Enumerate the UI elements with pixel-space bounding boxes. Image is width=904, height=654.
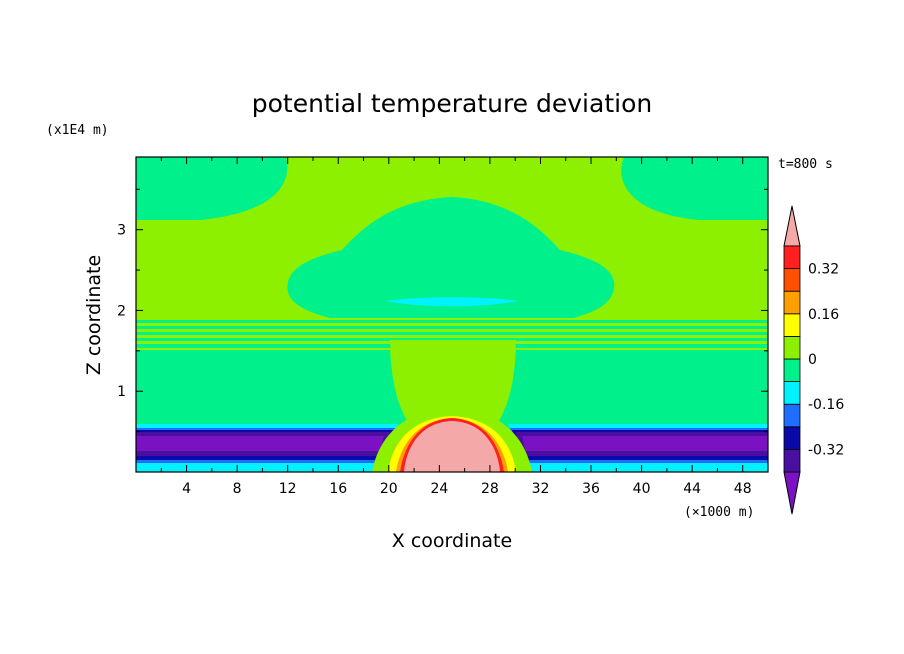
y-axis-title: Z coordinate	[83, 255, 105, 375]
y-tick-label: 1	[117, 384, 126, 400]
x-tick-label: 8	[233, 481, 242, 497]
colorbar-tick-label: -0.32	[808, 442, 844, 458]
colorbar-extend-low	[783, 471, 801, 515]
colorbar-extend-high	[783, 205, 801, 247]
x-tick-label: 36	[582, 481, 600, 497]
time-label: t=800 s	[778, 157, 833, 172]
x-tick-label: 44	[683, 481, 701, 497]
y-unit-label: (x1E4 m)	[46, 123, 109, 138]
x-tick-label: 48	[734, 481, 752, 497]
x-tick-label: 4	[182, 481, 191, 497]
band-1	[136, 320, 768, 323]
band-3	[136, 332, 768, 335]
colorbar-tick-label: -0.16	[808, 397, 844, 413]
x-axis-ticks: 4 8 12 16 20 24 28 32 36 40 44 48	[160, 157, 752, 497]
colorbar-segment	[783, 313, 801, 337]
band-4	[136, 338, 768, 341]
y-axis-ticks: 1 2 3	[117, 188, 768, 433]
colorbar-segment	[783, 290, 801, 315]
colorbar-tick-label: 0	[808, 352, 817, 368]
colorbar-tick-label: 0.16	[808, 307, 839, 323]
stem	[390, 340, 516, 426]
chart-title: potential temperature deviation	[252, 89, 652, 118]
y-tick-label: 2	[117, 303, 126, 319]
colorbar-segment	[783, 358, 801, 383]
cold-pool-left-purple	[136, 436, 384, 451]
x-tick-label: 40	[633, 481, 651, 497]
contour-field	[136, 157, 768, 472]
colorbar-segment	[783, 448, 801, 473]
colorbar-segment	[783, 245, 801, 270]
colorbar-segment	[783, 335, 801, 360]
colorbar-segment	[783, 381, 801, 405]
colorbar: 0.32 0.16 0 -0.16 -0.32	[783, 205, 844, 515]
corner-lobe-right	[621, 157, 768, 220]
x-tick-label: 28	[481, 481, 499, 497]
cold-pool-right-purple	[522, 436, 768, 451]
colorbar-tick-label: 0.32	[808, 262, 839, 278]
band-2	[136, 326, 768, 329]
x-tick-label: 32	[532, 481, 550, 497]
plot-frame	[135, 156, 769, 473]
x-axis-title: X coordinate	[392, 530, 512, 552]
x-tick-label: 16	[329, 481, 347, 497]
cap-inner-cyan	[386, 297, 518, 307]
bubble-core	[404, 421, 500, 472]
mushroom-cap	[287, 197, 615, 318]
colorbar-segment	[783, 268, 801, 292]
colorbar-segment	[783, 426, 801, 450]
corner-lobe-left	[136, 157, 288, 220]
x-tick-label: 24	[430, 481, 448, 497]
x-tick-label: 12	[279, 481, 297, 497]
x-tick-label: 20	[380, 481, 398, 497]
x-unit-label: (×1000 m)	[684, 505, 754, 520]
y-tick-label: 3	[117, 223, 126, 239]
colorbar-segment	[783, 403, 801, 428]
